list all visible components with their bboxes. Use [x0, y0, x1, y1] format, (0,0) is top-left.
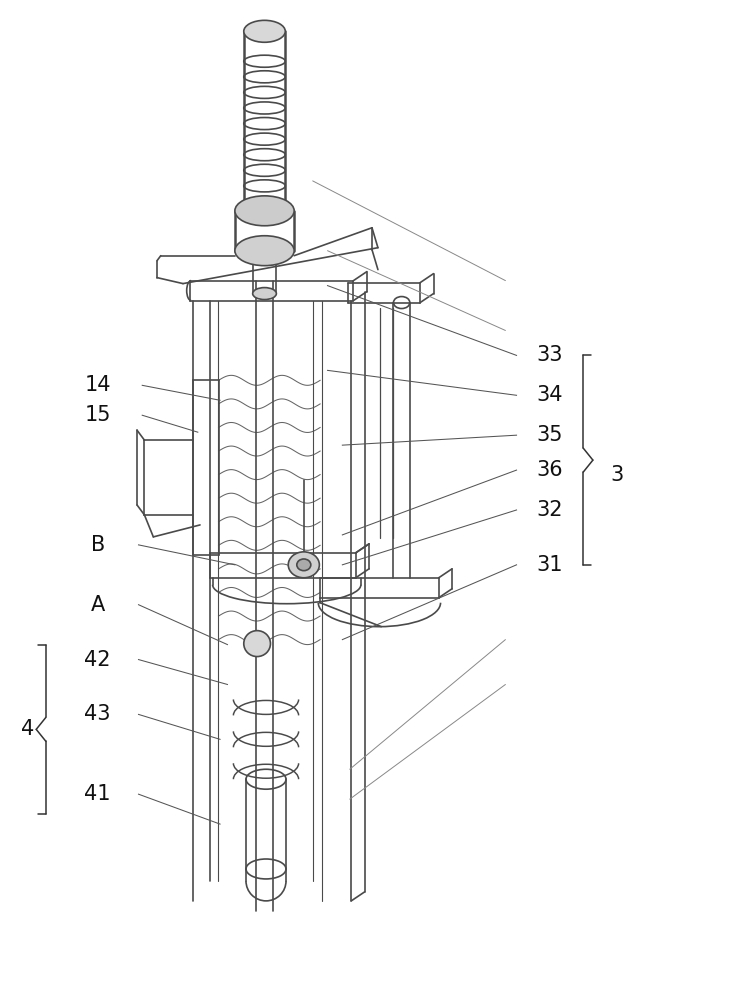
Text: A: A [91, 595, 105, 615]
Ellipse shape [244, 631, 271, 657]
Ellipse shape [288, 552, 319, 578]
Ellipse shape [297, 559, 311, 571]
Text: 31: 31 [536, 555, 563, 575]
Text: 36: 36 [536, 460, 563, 480]
Ellipse shape [253, 288, 276, 300]
Text: 43: 43 [85, 704, 111, 724]
Text: 41: 41 [85, 784, 111, 804]
Ellipse shape [244, 20, 285, 42]
Text: 14: 14 [85, 375, 111, 395]
Text: 42: 42 [85, 650, 111, 670]
Text: 35: 35 [536, 425, 563, 445]
Text: 15: 15 [85, 405, 111, 425]
Text: 3: 3 [610, 465, 623, 485]
Text: 4: 4 [21, 719, 34, 739]
Text: B: B [91, 535, 105, 555]
Ellipse shape [235, 196, 294, 226]
Text: 32: 32 [536, 500, 563, 520]
Ellipse shape [235, 236, 294, 266]
Text: 33: 33 [536, 345, 563, 365]
Text: 34: 34 [536, 385, 563, 405]
